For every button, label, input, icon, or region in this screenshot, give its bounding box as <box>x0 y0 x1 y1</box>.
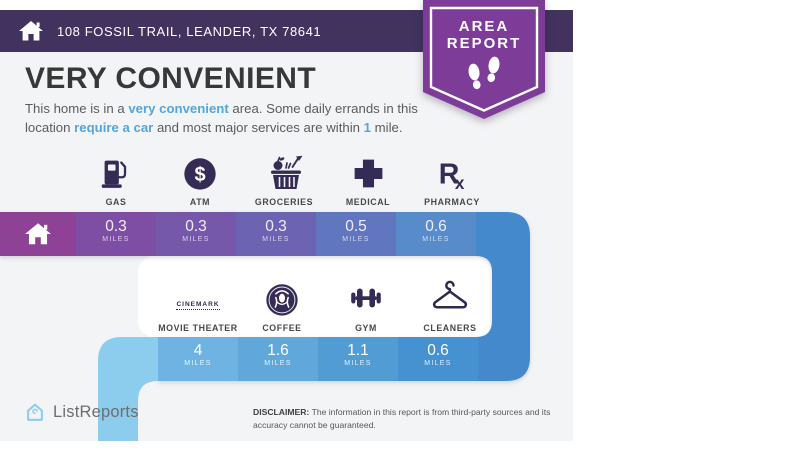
distance-unit: MILES <box>424 360 452 367</box>
home-icon <box>19 21 43 41</box>
summary-text: area. Some daily errands in this locatio… <box>25 101 418 135</box>
distance-path-graphic <box>0 212 530 441</box>
amenity-label: GROCERIES <box>254 197 314 207</box>
summary-paragraph: This home is in a very convenient area. … <box>25 100 462 137</box>
amenity-coffee: COFFEE <box>240 276 324 333</box>
distance-unit: MILES <box>182 236 210 243</box>
disclaimer-text: The information in this report is from t… <box>253 407 551 431</box>
amenity-movie-theater: CINEMARK MOVIE THEATER <box>156 276 240 333</box>
atm-dollar-icon: $ <box>184 158 216 190</box>
amenity-label: COFFEE <box>262 323 302 333</box>
bar1-segment <box>316 212 396 256</box>
amenity-icon-row-2: CINEMARK MOVIE THEATER COFFEE GYM <box>156 276 492 333</box>
amenity-label: GYM <box>355 323 377 333</box>
amenity-atm: $ ATM <box>158 150 242 207</box>
bar2-segment <box>158 337 238 381</box>
summary-highlight: 1 <box>363 119 371 135</box>
distance-value: 4 <box>193 342 203 359</box>
distance-value: 0.6 <box>425 218 447 235</box>
svg-text:$: $ <box>194 164 205 186</box>
bar1-segment <box>236 212 316 256</box>
grocery-basket-icon <box>271 155 303 189</box>
distance-value: 0.5 <box>345 218 367 235</box>
bar2-segment <box>238 337 318 381</box>
bar1-segment <box>156 212 236 256</box>
area-report-badge: AREA REPORT <box>423 0 545 119</box>
distance-cell: 0.6 MILES <box>396 218 476 243</box>
amenity-groceries: GROCERIES <box>242 150 326 207</box>
disclaimer-label: DISCLAIMER: <box>253 407 310 417</box>
distance-cell: 1.6 MILES <box>238 342 318 367</box>
summary-text: and most major services are within <box>153 119 364 135</box>
summary-highlight: require a car <box>74 119 154 135</box>
distance-cell: 0.3 MILES <box>156 218 236 243</box>
distance-unit: MILES <box>344 360 372 367</box>
amenity-label: MEDICAL <box>345 197 391 207</box>
listreports-house-icon <box>27 403 43 421</box>
svg-text:x: x <box>455 174 465 192</box>
amenity-icon-row-1: GAS $ ATM GROCERIES <box>74 150 494 207</box>
amenity-cleaners: CLEANERS <box>408 276 492 333</box>
distance-unit: MILES <box>184 360 212 367</box>
bar1-segment <box>76 212 156 256</box>
disclaimer: DISCLAIMER: The information in this repo… <box>253 406 555 433</box>
amenity-label: ATM <box>189 197 211 207</box>
bar1-segment <box>396 212 476 256</box>
summary-text: This home is in a <box>25 101 129 116</box>
footprints-icon <box>468 56 500 90</box>
distance-bar-row-1: 0.3 MILES 0.3 MILES 0.3 MILES 0.5 MILES … <box>76 218 476 243</box>
svg-text:R: R <box>439 158 460 190</box>
page-title: VERY CONVENIENT <box>25 62 317 95</box>
dumbbell-icon <box>351 288 381 308</box>
distance-cell: 1.1 MILES <box>318 342 398 367</box>
amenity-gym: GYM <box>324 276 408 333</box>
cinemark-logo: CINEMARK <box>176 301 220 310</box>
distance-value: 0.3 <box>265 218 287 235</box>
amenity-label: CLEANERS <box>423 323 477 333</box>
distance-value: 0.3 <box>185 218 207 235</box>
amenity-label: PHARMACY <box>424 197 480 207</box>
row2-white-panel <box>138 256 492 337</box>
distance-value: 0.3 <box>105 218 127 235</box>
distance-unit: MILES <box>262 236 290 243</box>
distance-cell: 0.3 MILES <box>76 218 156 243</box>
distance-value: 1.1 <box>347 342 369 359</box>
distance-cell: 0.3 MILES <box>236 218 316 243</box>
distance-value: 0.6 <box>427 342 449 359</box>
badge-line1: AREA <box>459 18 510 35</box>
amenity-label: MOVIE THEATER <box>158 323 238 333</box>
distance-value: 1.6 <box>267 342 289 359</box>
listreports-logo: ListReports <box>24 401 139 423</box>
distance-cell: 0.6 MILES <box>398 342 478 367</box>
distance-unit: MILES <box>264 360 292 367</box>
brand-name: ListReports <box>53 402 139 421</box>
distance-bar-row-2: 4 MILES 1.6 MILES 1.1 MILES 0.6 MILES <box>158 342 478 367</box>
property-address: 108 FOSSIL TRAIL, LEANDER, TX 78641 <box>57 23 322 39</box>
distance-unit: MILES <box>342 236 370 243</box>
badge-line2: REPORT <box>447 35 522 52</box>
amenity-pharmacy: R x PHARMACY <box>410 150 494 207</box>
distance-path-light <box>98 337 158 441</box>
medical-cross-icon <box>354 159 382 188</box>
summary-text: mile. <box>370 119 403 135</box>
amenity-label: GAS <box>105 197 127 207</box>
distance-unit: MILES <box>422 236 450 243</box>
bar2-segment <box>318 337 398 381</box>
amenity-medical: MEDICAL <box>326 150 410 207</box>
gas-pump-icon <box>101 160 127 188</box>
bar2-segment <box>398 337 478 381</box>
starbucks-logo <box>266 284 298 316</box>
home-icon <box>25 223 51 245</box>
summary-highlight: very convenient <box>128 101 229 116</box>
distance-unit: MILES <box>102 236 130 243</box>
distance-cell: 4 MILES <box>158 342 238 367</box>
hanger-icon <box>432 280 468 309</box>
distance-cell: 0.5 MILES <box>316 218 396 243</box>
amenity-gas: GAS <box>74 150 158 207</box>
rx-icon: R x <box>439 158 465 192</box>
